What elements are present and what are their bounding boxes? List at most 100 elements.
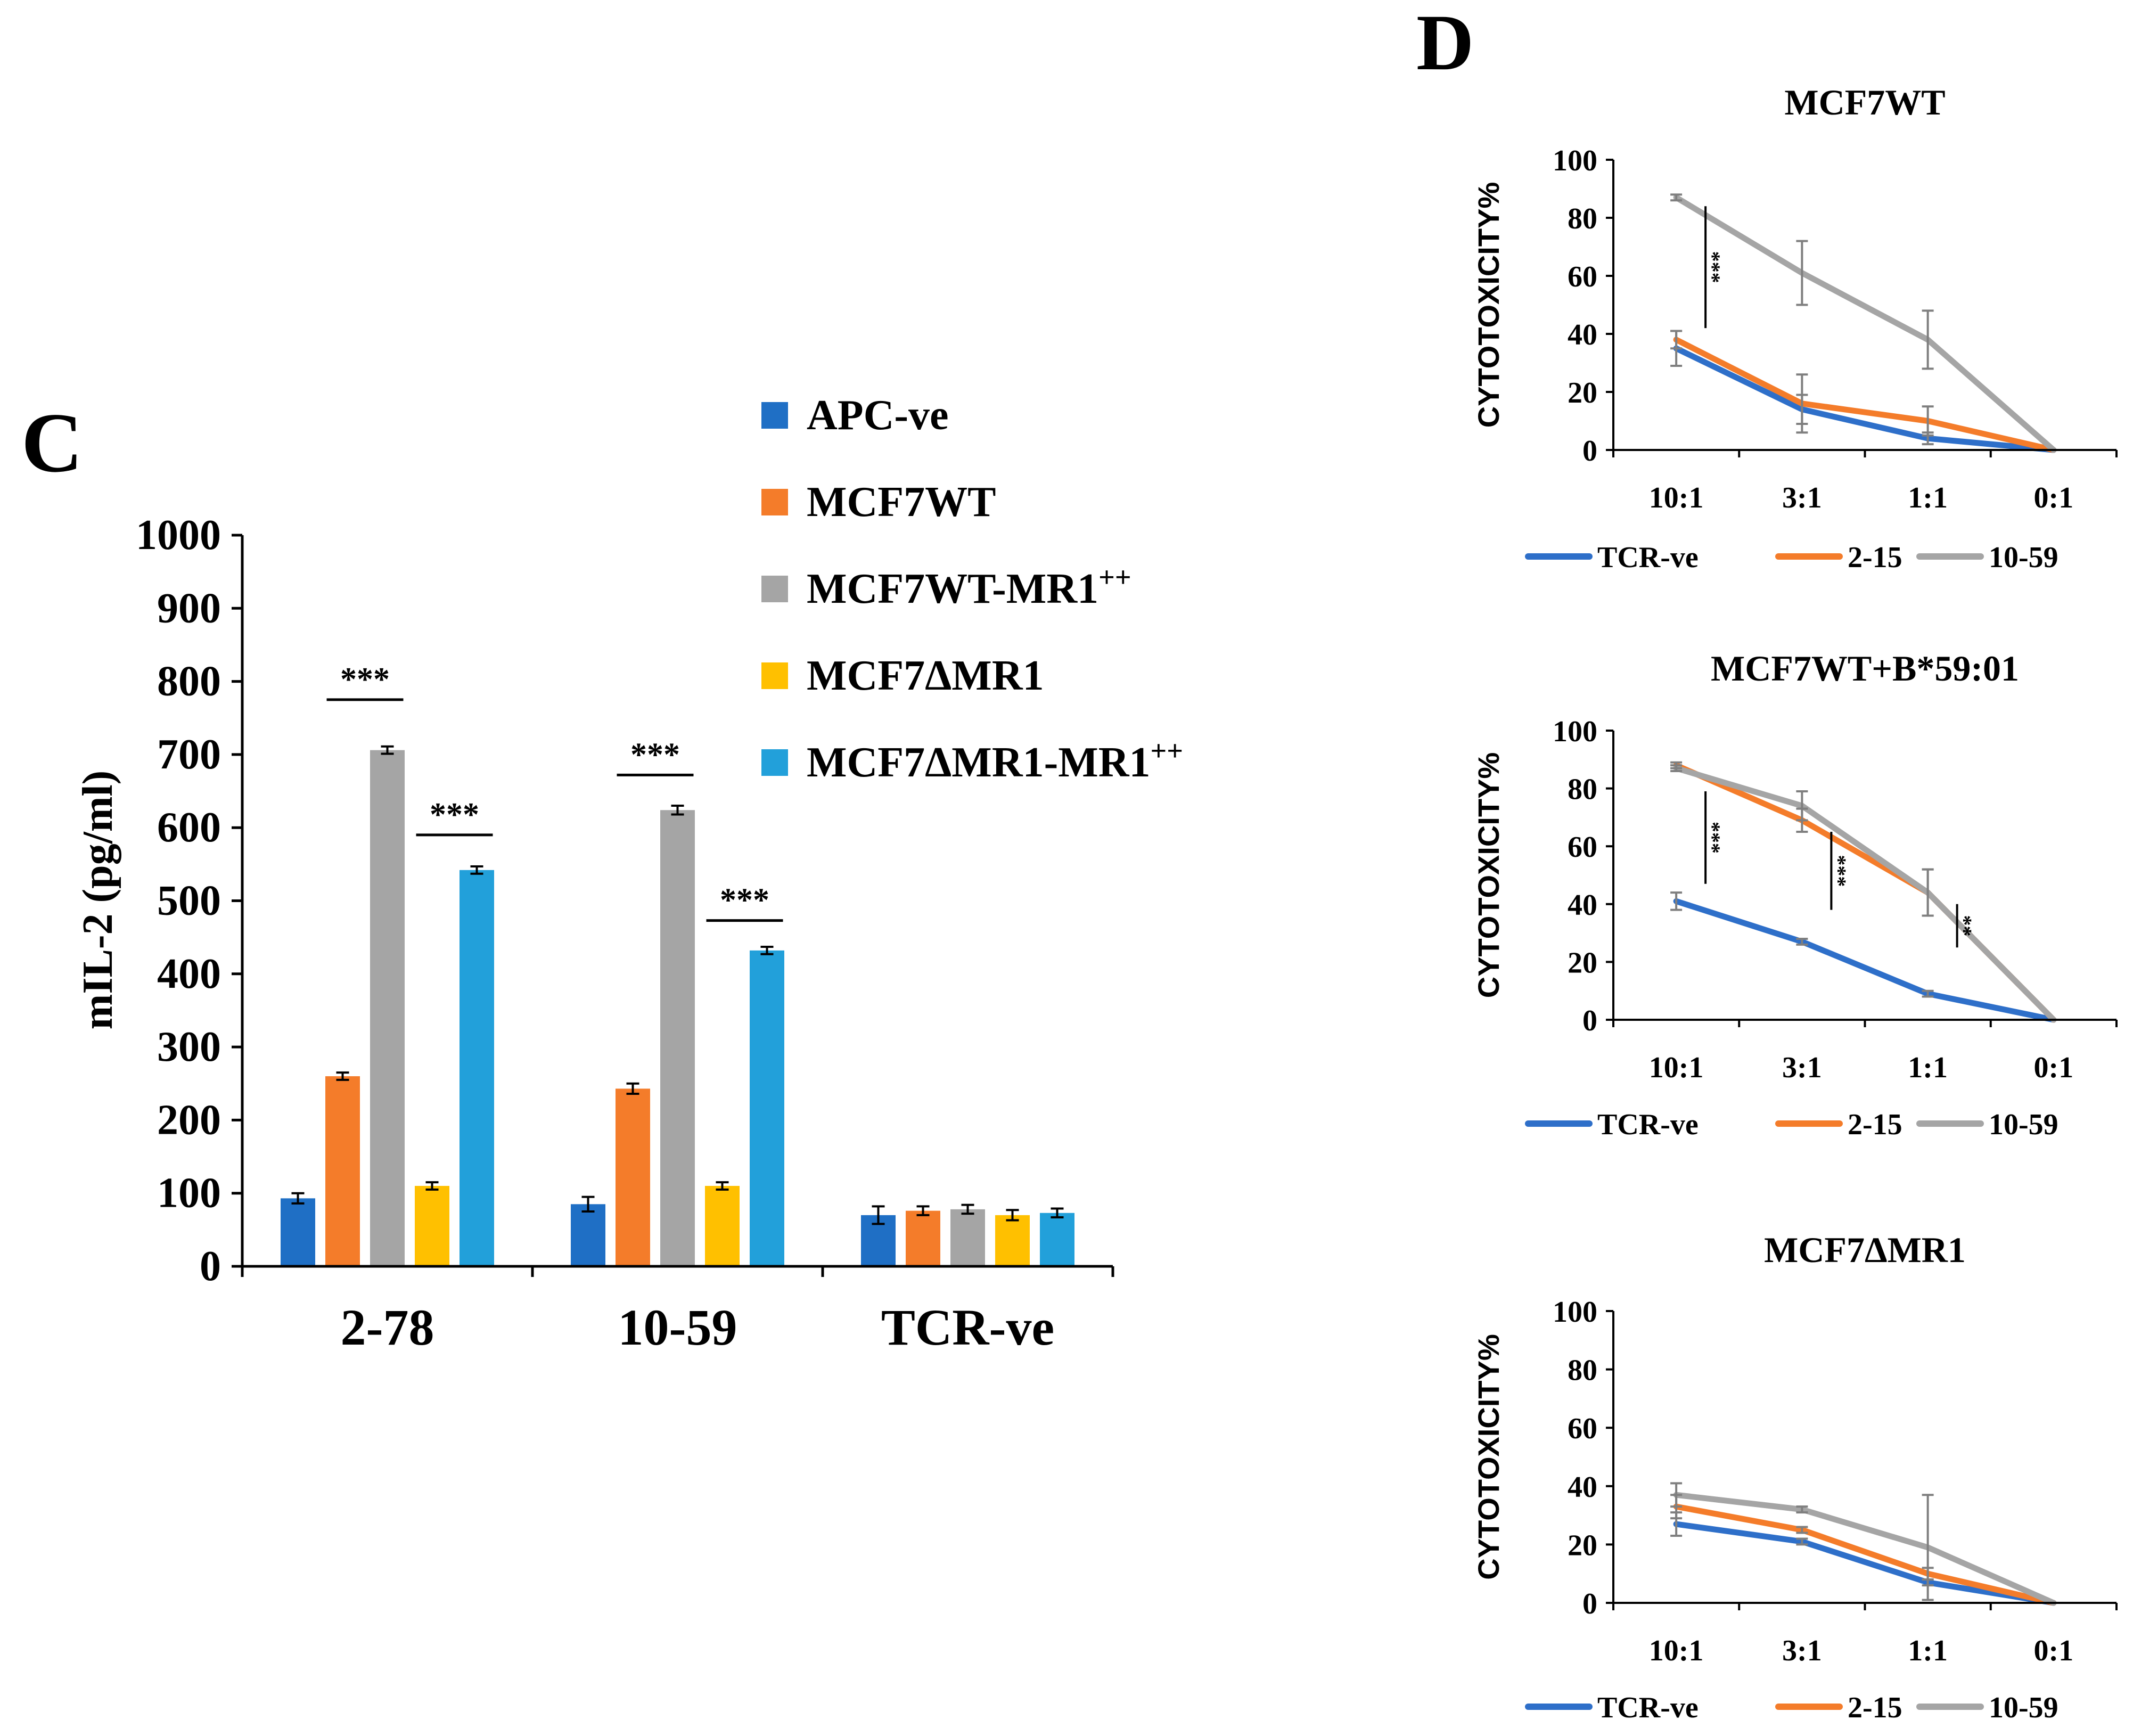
d-x-tick-label: 0:1 [2034, 1051, 2074, 1084]
chart-d2-cytotoxicity-line: MCF7WT+B*59:01 CYTOTOXICITY% 0 20 40 60 80 100 1… [1472, 648, 2118, 1141]
c-bar-MCF7WT-MR1++-10-59 [660, 810, 695, 1266]
d-legend-label-TCR-ve: TCR-ve [1597, 1691, 1699, 1724]
c-x-tick-label: TCR-ve [881, 1299, 1054, 1356]
c-y-axis-label: mIL-2 (pg/ml) [75, 771, 121, 1030]
d-series-line-TCR-ve [1673, 898, 2057, 1023]
d-x-tick-label: 3:1 [1782, 1051, 1822, 1084]
d-x-tick-label: 10:1 [1649, 481, 1704, 514]
d-chart-title: MCF7WT+B*59:01 [1711, 648, 2019, 689]
d-y-tick-label: 80 [1568, 1354, 1597, 1387]
d-y-tick-label: 100 [1553, 715, 1597, 748]
d-legend-label-2-15: 2-15 [1848, 541, 1902, 574]
d-x-tick-label: 0:1 [2034, 1634, 2074, 1667]
c-bar-MCF7ΔMR1-MR1++-2-78 [460, 870, 494, 1266]
c-legend-swatch-MCF7WT [761, 489, 788, 515]
c-y-tick-label: 400 [157, 951, 221, 997]
d-y-tick-label: 20 [1568, 1529, 1597, 1562]
c-legend-swatch-MCF7WT-MR1++ [761, 576, 788, 602]
d-y-tick-label: 20 [1568, 946, 1597, 979]
d-y-tick-label: 40 [1568, 1471, 1597, 1504]
d-y-axis-label: CYTOTOXICITY% [1472, 182, 1505, 428]
c-significance-label: *** [720, 882, 769, 919]
d-x-tick-label: 1:1 [1908, 1634, 1948, 1667]
d-legend-label-2-15: 2-15 [1848, 1108, 1902, 1141]
d-x-tick-label: 10:1 [1649, 1051, 1704, 1084]
c-y-tick-label: 100 [157, 1170, 221, 1217]
d-y-tick-label: 0 [1582, 435, 1597, 468]
d-significance-label: ** [1958, 915, 1982, 937]
c-y-tick-label: 900 [157, 585, 221, 632]
d-y-tick-label: 100 [1553, 1296, 1597, 1329]
c-bar-MCF7ΔMR1-MR1++-TCR-ve [1040, 1213, 1074, 1266]
c-y-tick-label: 200 [157, 1096, 221, 1143]
c-legend-label-MCF7WT: MCF7WT [807, 479, 996, 526]
d-x-tick-label: 1:1 [1908, 1051, 1948, 1084]
c-bar-MCF7ΔMR1-TCR-ve [995, 1215, 1030, 1266]
d-legend-label-10-59: 10-59 [1989, 1108, 2058, 1141]
chart-d1-cytotoxicity-line: MCF7WT CYTOTOXICITY% 0 20 40 60 80 100 10:1 3:1 1:… [1472, 82, 2118, 574]
c-significance-label: *** [630, 736, 680, 773]
c-legend-swatch-MCF7ΔMR1 [761, 662, 788, 689]
d-series-line-10-59 [1673, 765, 2057, 1023]
d-legend-label-TCR-ve: TCR-ve [1597, 1108, 1699, 1141]
d-y-axis-label: CYTOTOXICITY% [1472, 1334, 1505, 1580]
d-y-tick-label: 0 [1582, 1587, 1597, 1620]
c-bar-MCF7WT-MR1++-2-78 [370, 750, 405, 1266]
d-significance-label: *** [1707, 251, 1730, 283]
d-chart-title: MCF7WT [1784, 82, 1945, 122]
d-series-line-2-15 [1673, 1503, 2057, 1606]
d-x-tick-label: 1:1 [1908, 481, 1948, 514]
d-series-line-2-15 [1673, 337, 2057, 453]
c-bar-MCF7WT-10-59 [616, 1088, 650, 1266]
c-y-tick-label: 700 [157, 731, 221, 778]
d-x-tick-label: 0:1 [2034, 481, 2074, 514]
d-y-tick-label: 60 [1568, 1412, 1597, 1445]
panel-d-letter: D [1416, 0, 1474, 87]
chart-c-mil2-bar: 0 100 200 300 400 500 600 700 800 900 1000 2-78 10-5… [75, 392, 1183, 1356]
c-y-tick-label: 0 [200, 1243, 221, 1290]
d-series-line-2-15 [1673, 762, 2057, 1023]
c-legend-swatch-APC-ve [761, 402, 788, 429]
d-y-tick-label: 80 [1568, 202, 1597, 235]
d-legend-label-TCR-ve: TCR-ve [1597, 541, 1699, 574]
chart-d3-cytotoxicity-line: MCF7ΔMR1 CYTOTOXICITY% 0 20 40 60 80 100 10:1 3:1… [1472, 1230, 2118, 1724]
d-y-tick-label: 100 [1553, 144, 1597, 177]
d-legend-label-10-59: 10-59 [1989, 1691, 2058, 1724]
c-legend-label-MCF7ΔMR1: MCF7ΔMR1 [807, 652, 1044, 699]
d-y-tick-label: 60 [1568, 831, 1597, 864]
c-bar-MCF7ΔMR1-MR1++-10-59 [750, 950, 784, 1266]
c-legend-label-MCF7WT-MR1++: MCF7WT-MR1++ [807, 561, 1131, 612]
c-significance-label: *** [430, 797, 479, 833]
c-legend-label-MCF7ΔMR1-MR1++: MCF7ΔMR1-MR1++ [807, 735, 1183, 786]
c-bar-MCF7ΔMR1-2-78 [415, 1185, 449, 1266]
d-y-tick-label: 20 [1568, 376, 1597, 410]
d-x-tick-label: 3:1 [1782, 481, 1822, 514]
c-x-tick-label: 2-78 [341, 1299, 434, 1356]
d-y-tick-label: 40 [1568, 889, 1597, 922]
d-y-tick-label: 0 [1582, 1004, 1597, 1037]
d-x-tick-label: 10:1 [1649, 1634, 1704, 1667]
c-bar-MCF7WT-TCR-ve [906, 1210, 940, 1266]
d-legend-label-2-15: 2-15 [1848, 1691, 1902, 1724]
d-x-tick-label: 3:1 [1782, 1634, 1822, 1667]
c-bar-MCF7WT-MR1++-TCR-ve [950, 1209, 985, 1266]
d-y-axis-label: CYTOTOXICITY% [1472, 752, 1505, 998]
panel-c-letter: C [21, 395, 83, 490]
c-bar-MCF7ΔMR1-10-59 [705, 1185, 740, 1266]
d-significance-label: *** [1832, 855, 1856, 887]
d-y-tick-label: 60 [1568, 260, 1597, 293]
c-bar-MCF7WT-2-78 [325, 1076, 360, 1266]
d-series-line-10-59 [1673, 1492, 2057, 1606]
d-series-line-TCR-ve [1673, 345, 2057, 453]
c-y-tick-label: 300 [157, 1023, 221, 1070]
c-x-tick-label: 10-59 [618, 1299, 737, 1356]
c-y-tick-label: 800 [157, 658, 221, 705]
c-y-tick-label: 1000 [136, 512, 221, 559]
d-chart-title: MCF7ΔMR1 [1764, 1230, 1966, 1270]
c-y-tick-label: 600 [157, 804, 221, 851]
d-series-line-TCR-ve [1673, 1521, 2057, 1606]
d-legend-label-10-59: 10-59 [1989, 541, 2058, 574]
c-legend-swatch-MCF7ΔMR1-MR1++ [761, 749, 788, 776]
c-legend-label-APC-ve: APC-ve [807, 392, 949, 439]
